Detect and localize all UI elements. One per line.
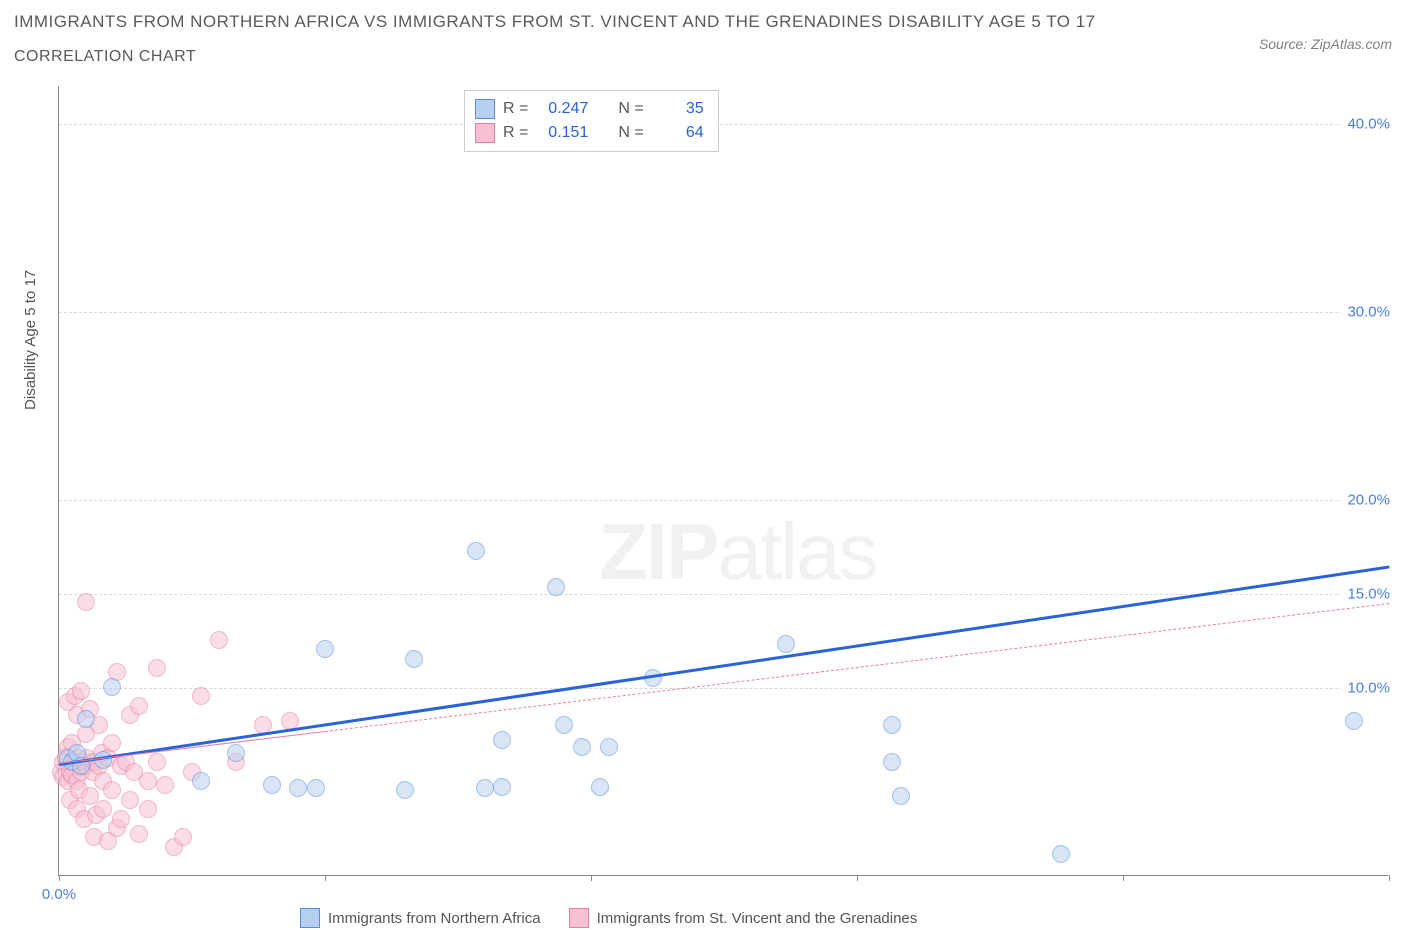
x-tick-mark <box>325 875 326 881</box>
legend-swatch <box>569 908 589 928</box>
legend-r-value: 0.151 <box>536 121 588 145</box>
watermark-bold: ZIP <box>599 507 717 596</box>
y-axis-label: Disability Age 5 to 17 <box>22 270 39 410</box>
data-point <box>307 779 325 797</box>
legend-swatch <box>475 99 495 119</box>
data-point <box>777 635 795 653</box>
data-point <box>77 593 95 611</box>
data-point <box>263 776 281 794</box>
data-point <box>77 710 95 728</box>
correlation-legend: R = 0.247 N = 35 R = 0.151 N = 64 <box>464 90 719 152</box>
x-tick-mark <box>59 875 60 881</box>
data-point <box>493 778 511 796</box>
legend-n-value: 64 <box>652 121 704 145</box>
data-point <box>174 828 192 846</box>
legend-item: Immigrants from St. Vincent and the Gren… <box>569 908 918 928</box>
data-point <box>103 678 121 696</box>
legend-n-label: N = <box>618 97 643 121</box>
data-point <box>493 731 511 749</box>
data-point <box>227 744 245 762</box>
legend-swatch <box>300 908 320 928</box>
watermark: ZIPatlas <box>599 506 876 598</box>
data-point <box>555 716 573 734</box>
x-tick-mark <box>1123 875 1124 881</box>
data-point <box>103 734 121 752</box>
data-point <box>121 791 139 809</box>
data-point <box>1052 845 1070 863</box>
gridline <box>59 312 1388 313</box>
data-point <box>139 800 157 818</box>
data-point <box>467 542 485 560</box>
data-point <box>476 779 494 797</box>
data-point <box>210 631 228 649</box>
data-point <box>103 781 121 799</box>
watermark-thin: atlas <box>717 507 876 596</box>
y-tick-label: 40.0% <box>1341 115 1390 132</box>
data-point <box>547 578 565 596</box>
data-point <box>94 800 112 818</box>
source-attribution: Source: ZipAtlas.com <box>1259 36 1392 52</box>
data-point <box>883 716 901 734</box>
y-tick-label: 30.0% <box>1341 303 1390 320</box>
data-point <box>883 753 901 771</box>
legend-r-label: R = <box>503 97 528 121</box>
x-tick-mark <box>857 875 858 881</box>
data-point <box>148 659 166 677</box>
data-point <box>405 650 423 668</box>
series-legend: Immigrants from Northern Africa Immigrant… <box>300 908 917 928</box>
x-tick-mark <box>591 875 592 881</box>
legend-r-value: 0.247 <box>536 97 588 121</box>
legend-n-value: 35 <box>652 97 704 121</box>
data-point <box>156 776 174 794</box>
data-point <box>892 787 910 805</box>
data-point <box>600 738 618 756</box>
y-tick-label: 20.0% <box>1341 491 1390 508</box>
gridline <box>59 500 1388 501</box>
data-point <box>72 682 90 700</box>
data-point <box>591 778 609 796</box>
scatter-plot: ZIPatlas 10.0%15.0%20.0%30.0%40.0%0.0% <box>58 86 1388 876</box>
x-tick-label: 0.0% <box>42 886 76 903</box>
gridline <box>59 124 1388 125</box>
data-point <box>130 697 148 715</box>
data-point <box>316 640 334 658</box>
legend-n-label: N = <box>618 121 643 145</box>
legend-swatch <box>475 123 495 143</box>
data-point <box>148 753 166 771</box>
data-point <box>289 779 307 797</box>
chart-title: IMMIGRANTS FROM NORTHERN AFRICA VS IMMIG… <box>14 8 1096 35</box>
chart-subtitle: CORRELATION CHART <box>14 48 196 66</box>
data-point <box>396 781 414 799</box>
x-tick-mark <box>1389 875 1390 881</box>
data-point <box>130 825 148 843</box>
y-tick-label: 10.0% <box>1341 679 1390 696</box>
data-point <box>112 810 130 828</box>
legend-row: R = 0.247 N = 35 <box>475 97 704 121</box>
legend-series-label: Immigrants from Northern Africa <box>328 910 541 927</box>
legend-item: Immigrants from Northern Africa <box>300 908 541 928</box>
legend-series-label: Immigrants from St. Vincent and the Gren… <box>597 910 918 927</box>
data-point <box>192 772 210 790</box>
data-point <box>573 738 591 756</box>
source-name: ZipAtlas.com <box>1311 36 1392 52</box>
data-point <box>139 772 157 790</box>
source-prefix: Source: <box>1259 36 1311 52</box>
legend-r-label: R = <box>503 121 528 145</box>
trendline <box>325 603 1389 732</box>
data-point <box>192 687 210 705</box>
data-point <box>1345 712 1363 730</box>
y-tick-label: 15.0% <box>1341 585 1390 602</box>
legend-row: R = 0.151 N = 64 <box>475 121 704 145</box>
gridline <box>59 688 1388 689</box>
